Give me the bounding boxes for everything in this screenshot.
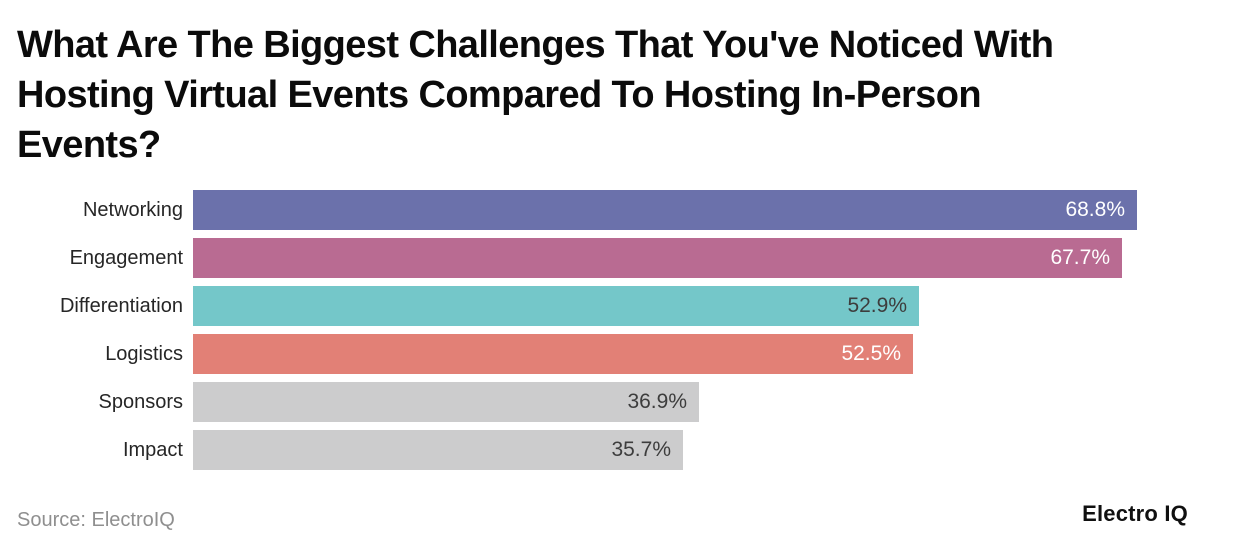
bar: 35.7%	[193, 430, 683, 470]
bar-category-label: Sponsors	[98, 390, 184, 413]
bar-category-label: Impact	[122, 438, 183, 461]
source-note: Source: ElectroIQ	[17, 509, 175, 531]
bar-value-label: 36.9%	[627, 390, 687, 413]
bar-category-label: Differentiation	[59, 294, 183, 317]
bar-row: Impact 35.7%	[0, 430, 1240, 470]
bar-row: Engagement 67.7%	[0, 238, 1240, 278]
bar-value-label: 35.7%	[611, 438, 671, 461]
bar-category-label: Engagement	[69, 246, 183, 269]
chart-title-line-3: Events?	[17, 124, 161, 166]
bar: 36.9%	[193, 382, 699, 422]
bar-value-label: 67.7%	[1050, 246, 1110, 269]
bar-row: Differentiation 52.9%	[0, 286, 1240, 326]
bar: 67.7%	[193, 238, 1122, 278]
bar: 52.9%	[193, 286, 919, 326]
bar-category-label: Networking	[82, 198, 183, 221]
bar-row: Networking 68.8%	[0, 190, 1240, 230]
bar-category-label: Logistics	[105, 342, 183, 365]
bar-row: Logistics 52.5%	[0, 334, 1240, 374]
bar: 52.5%	[193, 334, 913, 374]
chart-title-line-2: Hosting Virtual Events Compared To Hosti…	[17, 74, 982, 116]
bar-value-label: 68.8%	[1065, 198, 1125, 221]
chart-title-line-1: What Are The Biggest Challenges That You…	[17, 24, 1054, 66]
bar-row: Sponsors 36.9%	[0, 382, 1240, 422]
bar-value-label: 52.5%	[841, 342, 901, 365]
chart-title: What Are The Biggest Challenges That You…	[17, 20, 1227, 170]
brand-logo: Electro IQ	[1082, 501, 1188, 526]
bar-value-label: 52.9%	[847, 294, 907, 317]
bar: 68.8%	[193, 190, 1137, 230]
bar-chart: Networking 68.8% Engagement 67.7% Differ…	[0, 190, 1240, 470]
